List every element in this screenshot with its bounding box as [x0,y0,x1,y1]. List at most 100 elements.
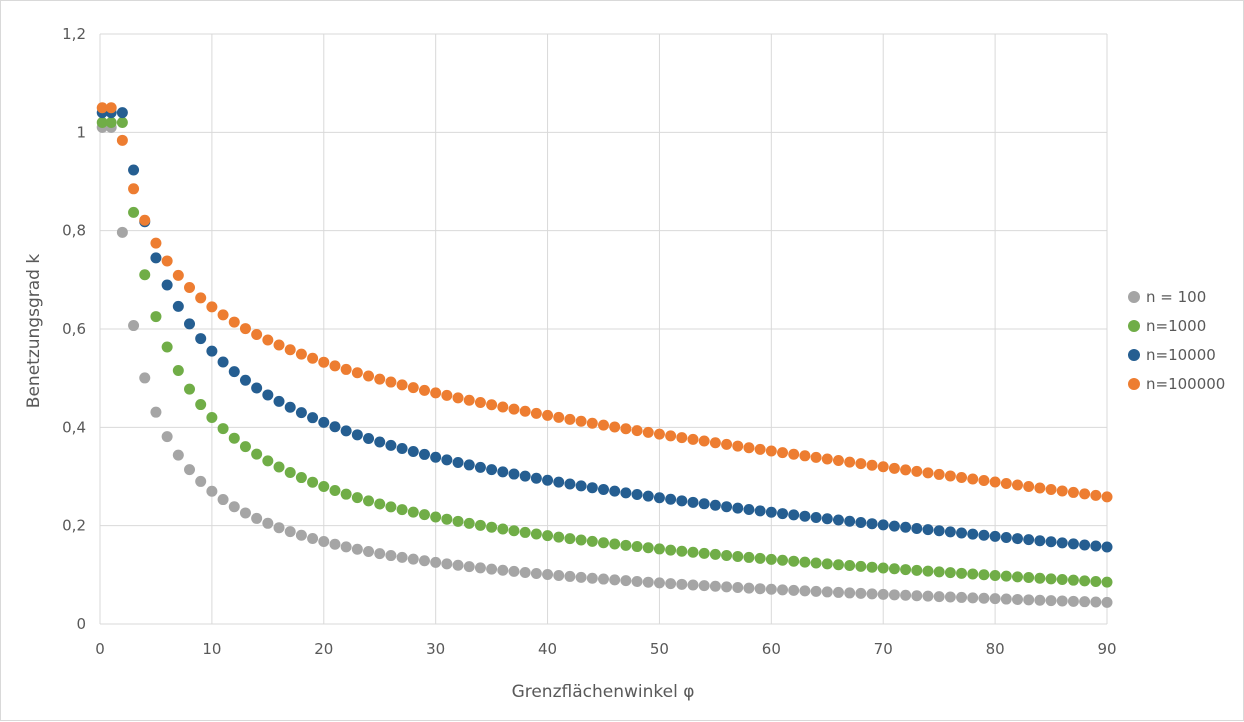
data-point [206,412,218,423]
data-point [116,226,128,238]
data-point [1056,537,1068,549]
data-point [150,406,162,418]
data-point [676,578,688,590]
data-point [1090,596,1102,608]
data-points [96,102,1113,608]
data-point [329,360,341,372]
data-point [441,558,453,570]
data-point [676,495,688,507]
data-point [463,394,475,406]
data-point [161,279,173,291]
data-point [967,528,979,540]
data-point [687,496,699,508]
data-point [385,376,397,388]
data-point [564,413,576,425]
data-point [575,571,587,583]
data-point [351,367,363,379]
data-point [295,472,307,484]
data-point [575,415,587,427]
data-point [676,545,688,557]
y-tick-label: 0,6 [62,320,86,338]
data-point [116,117,128,128]
data-point [139,214,151,226]
data-point [195,475,207,487]
data-point [586,572,598,584]
data-point [150,237,162,249]
data-point [653,428,665,440]
x-tick-label: 60 [762,640,781,658]
data-point [900,521,912,533]
data-point [888,589,900,601]
data-point [821,586,833,598]
data-point [967,568,979,580]
data-point [307,352,319,364]
data-point [609,574,621,586]
data-point [698,547,710,559]
data-point [318,480,330,492]
data-point [519,470,531,482]
data-point [989,569,1001,581]
data-point [542,569,554,581]
data-point [642,426,654,438]
data-point [150,311,162,323]
data-point [877,562,889,574]
data-point [318,416,330,428]
data-point [486,521,498,533]
data-point [911,522,923,534]
data-point [564,533,576,545]
data-point [116,134,128,146]
data-point [721,501,733,513]
data-point [452,392,464,404]
data-point [944,526,956,538]
y-tick-label: 0,4 [62,418,86,436]
data-point [307,533,319,545]
data-point [956,471,968,483]
data-point [184,383,196,395]
data-point [1011,571,1023,583]
data-point [1000,531,1012,543]
data-point [1079,539,1091,551]
data-point [407,553,419,565]
data-point [978,569,990,581]
data-point [228,501,240,513]
data-point [508,525,520,537]
data-point [396,504,408,516]
data-point [284,526,296,538]
data-point [765,553,777,565]
y-tick-label: 0 [76,615,86,633]
data-point [866,588,878,600]
data-point [799,510,811,522]
grid [99,33,1108,625]
data-point [1023,572,1035,584]
data-point [832,514,844,526]
data-point [430,511,442,523]
data-point [866,561,878,573]
data-point [418,555,430,567]
data-point [620,539,632,551]
data-point [788,509,800,521]
data-point [228,316,240,328]
data-point [195,292,207,304]
data-point [586,482,598,494]
data-point [642,542,654,554]
data-point [116,107,128,119]
x-axis-title: Grenzflächenwinkel φ [512,682,695,702]
data-point [900,464,912,476]
data-point [1056,574,1068,586]
data-point [687,579,699,591]
data-point [340,425,352,437]
data-point [497,401,509,413]
data-point [486,399,498,411]
data-point [217,356,229,368]
data-point [1011,479,1023,491]
data-point [228,366,240,378]
data-point [1034,482,1046,494]
data-point [497,564,509,576]
data-point [754,583,766,595]
data-point [553,476,565,488]
data-point [844,560,856,572]
data-point [743,504,755,516]
data-point [251,448,263,460]
data-point [598,483,609,495]
data-point [1101,596,1113,608]
